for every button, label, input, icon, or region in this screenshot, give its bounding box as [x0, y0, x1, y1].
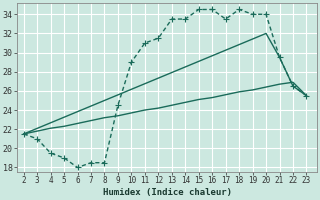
- X-axis label: Humidex (Indice chaleur): Humidex (Indice chaleur): [103, 188, 232, 197]
